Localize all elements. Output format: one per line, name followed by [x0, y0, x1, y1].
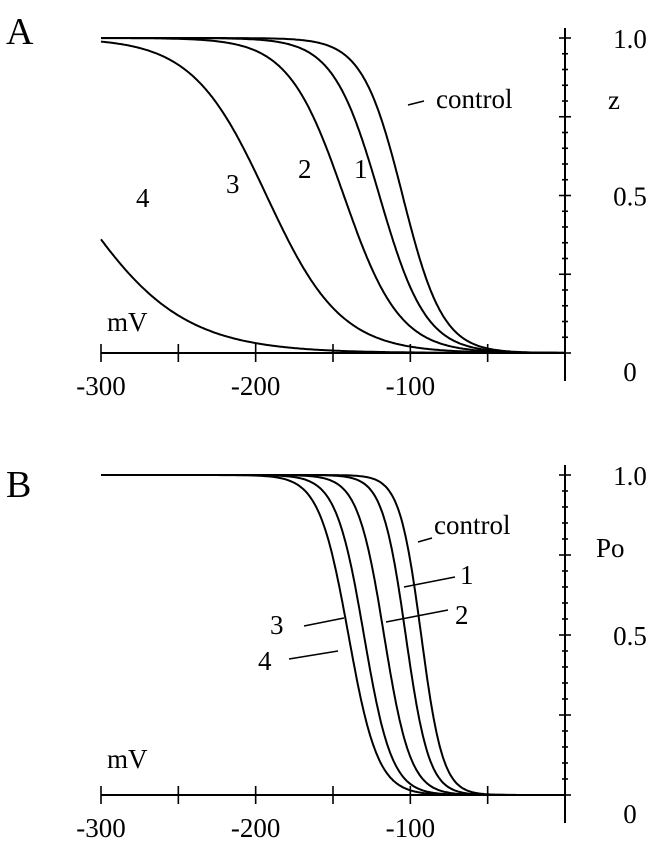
panel-a-ylabel: z: [608, 85, 620, 115]
series-leader-line: [403, 576, 456, 588]
y-tick-label: 0.5: [613, 621, 647, 651]
series-label: 4: [258, 646, 272, 676]
x-tick-label: -100: [386, 371, 436, 401]
panel-b-label: B: [6, 464, 31, 506]
series-label: 3: [226, 169, 240, 199]
panel-b-xlabel: mV: [107, 744, 148, 774]
series-leader-line: [288, 650, 339, 660]
series-label: 3: [270, 610, 284, 640]
curve-drug-4: [101, 474, 565, 796]
panel-b-ylabel: Po: [596, 533, 625, 563]
series-leader-line: [407, 100, 425, 106]
series-leader-line: [417, 537, 433, 543]
series-label: 2: [298, 154, 312, 184]
series-leader-line: [303, 617, 345, 627]
panel-a-label: A: [6, 11, 34, 53]
series-leader-line: [385, 609, 449, 623]
y-tick-label: 1.0: [613, 24, 647, 54]
x-tick-label: -200: [231, 813, 281, 843]
y-tick-label: 0: [623, 357, 637, 387]
panel-a: A mV z -300 -200 -100 0 0.5 1.0 control 1 2 3 4: [6, 11, 647, 401]
series-label: 2: [455, 600, 469, 630]
series-label: 1: [354, 154, 368, 184]
x-tick-label: -100: [386, 813, 436, 843]
series-label: 4: [136, 183, 150, 213]
panel-a-xlabel: mV: [107, 307, 148, 337]
x-tick-label: -300: [76, 813, 126, 843]
series-label: 1: [460, 560, 474, 590]
y-tick-label: 0.5: [613, 182, 647, 212]
curve-drug-4: [100, 238, 565, 354]
panel-b: B mV Po -300 -200 -100 0 0.5 1.0 control 1 2 3 4: [6, 461, 647, 843]
series-label: control: [434, 510, 510, 540]
y-tick-label: 0: [623, 799, 637, 829]
x-tick-label: -300: [76, 371, 126, 401]
y-tick-label: 1.0: [613, 461, 647, 491]
series-label: control: [436, 84, 512, 114]
x-tick-label: -200: [231, 371, 281, 401]
